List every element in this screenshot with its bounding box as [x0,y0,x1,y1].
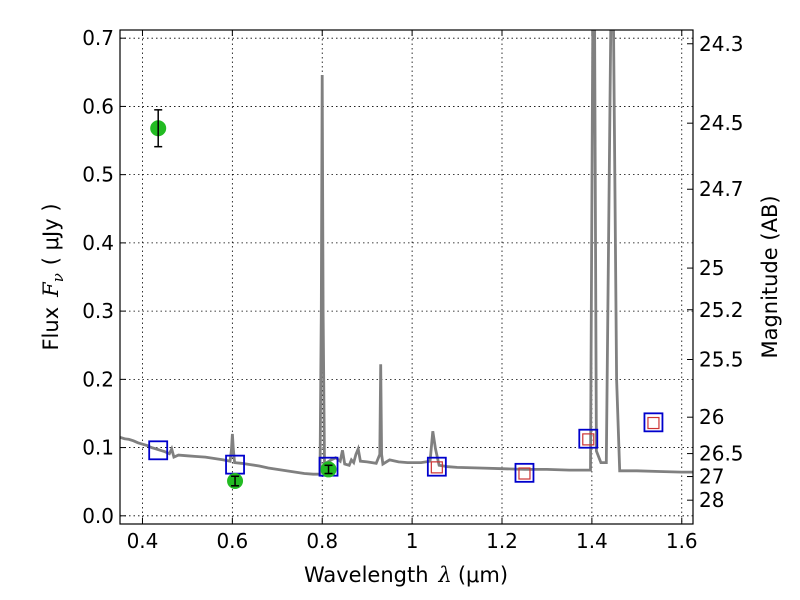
y-tick-label: 0.7 [82,26,114,50]
y-tick-label: 0.6 [82,94,114,118]
right-tick-label: 25.5 [699,348,744,372]
model-photometry-marker [148,440,169,461]
x-tick-label: 0.8 [306,529,338,553]
data-markers [148,109,664,490]
right-tick-label: 26.5 [699,442,744,466]
plot-frame [119,29,694,525]
y-tick-label: 0.3 [82,299,114,323]
x-tick-label: 1.6 [666,529,698,553]
right-tick-label: 25.2 [699,298,744,322]
tick-labels: 0.4 0.6 0.8 1 1.2 1.4 1.6 0.0 0.1 0.2 0.3 0.4 0.5 0.6… [82,26,743,553]
axis-ticks [120,30,693,524]
model-inner-marker [430,461,443,474]
model-spectrum-line [120,30,693,476]
right-tick-label: 24.3 [699,32,744,56]
right-axis-label: Magnitude (AB) [758,195,782,358]
right-tick-label: 24.7 [699,177,744,201]
plot-area [120,30,693,490]
right-tick-label: 27 [699,465,724,489]
right-tick-label: 24.5 [699,111,744,135]
model-photometry-marker [643,412,664,433]
model-photometry-marker [426,456,447,477]
model-inner-marker [647,416,660,430]
y-axis-label: FluxFν( μJy ) [39,203,67,350]
x-tick-label: 0.6 [216,529,248,553]
x-tick-label: 1.2 [486,529,518,553]
y-tick-label: 0.4 [82,231,114,255]
right-tick-label: 28 [699,488,724,512]
x-tick-label: 0.4 [127,529,159,553]
model-inner-marker [518,467,531,480]
y-tick-label: 0.1 [82,436,114,460]
x-axis-label: Wavelength λ (μm) [304,563,508,587]
x-tick-label: 1.4 [576,529,608,553]
model-photometry-marker [578,428,599,449]
model-inner-marker [582,433,595,446]
model-photometry-marker [514,462,535,483]
right-tick-label: 25 [699,256,724,280]
y-tick-label: 0.2 [82,367,114,391]
x-tick-label: 1 [406,529,419,553]
y-tick-label: 0.5 [82,163,114,187]
y-tick-label: 0.0 [82,504,114,528]
grid-lines [120,30,693,524]
right-tick-label: 26 [699,405,724,429]
